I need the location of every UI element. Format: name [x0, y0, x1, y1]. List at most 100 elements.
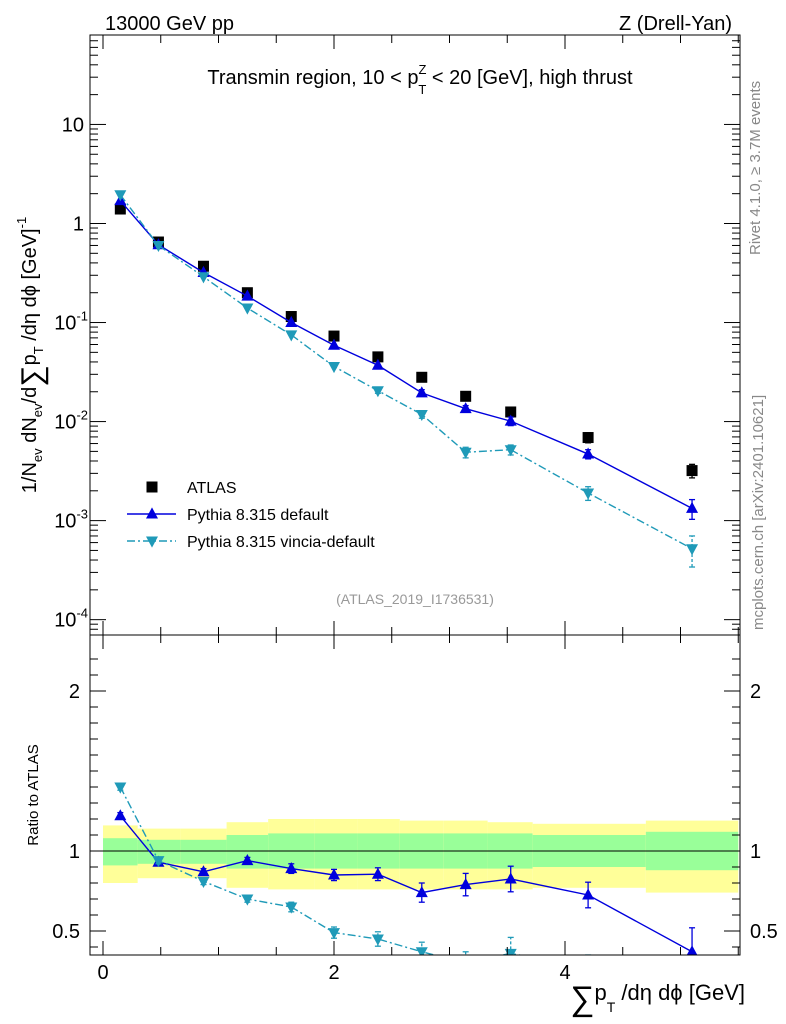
xlabel-sub-t: T: [607, 999, 616, 1015]
main-point-default: [371, 358, 384, 370]
main-point-vincia: [371, 386, 384, 398]
ratio-point-vincia: [328, 928, 340, 940]
tick-exponent: -4: [76, 606, 88, 621]
main-point-vincia: [582, 488, 595, 500]
ratio-line-vincia: [119, 786, 524, 955]
main-point-vincia: [197, 272, 210, 284]
main-point-vincia: [504, 445, 517, 457]
main-point-atlas: [114, 203, 126, 215]
main-point-default: [582, 447, 595, 459]
ratio-panel-axes: 0.5 0.5 1 1 2 2 0 2 4: [52, 635, 778, 984]
ratio-point-default: [197, 865, 210, 877]
tick-base: 10: [54, 313, 76, 335]
legend: ATLAS Pythia 8.315 default Pythia 8.315 vi…: [127, 480, 375, 551]
main-point-default: [459, 402, 472, 414]
header-right: Z (Drell-Yan): [619, 13, 732, 35]
tick-exponent: -3: [76, 507, 88, 522]
main-point-default: [686, 501, 699, 513]
title-subscript: T: [418, 82, 426, 97]
main-point-default: [285, 315, 298, 328]
main-point-vincia: [686, 544, 699, 556]
main-panel-data: [114, 190, 699, 568]
main-y-tick-label: 10-2: [54, 408, 88, 434]
rivet-label: Rivet 4.1.0, ≥ 3.7M events: [747, 81, 764, 255]
ratio-point-vincia: [152, 856, 165, 868]
analysis-watermark: (ATLAS_2019_I1736531): [336, 591, 494, 607]
ratio-point-default: [459, 878, 472, 890]
ratio-y-tick-label: 2: [69, 681, 80, 703]
main-y-axis-label: 1/Nev dNev/d∑pT /dη dϕ [GeV]-1: [14, 217, 49, 493]
ylabel-sub-b: ev: [30, 403, 45, 417]
tick-exponent: -1: [76, 309, 88, 324]
ratio-y-tick-label: 0.5: [52, 921, 80, 943]
ylabel-part-b: dN: [19, 417, 41, 448]
ratio-y-tick-label-right: 0.5: [750, 921, 778, 943]
x-tick-label: 0: [97, 962, 108, 984]
ratio-y-axis-label: Ratio to ATLAS: [25, 744, 42, 845]
main-point-vincia: [114, 190, 127, 202]
x-tick-label: 2: [328, 962, 339, 984]
tick-exponent: -2: [76, 408, 88, 423]
tick-base: 10: [54, 412, 76, 434]
main-point-vincia: [328, 361, 340, 374]
xlabel-rest: /dη dϕ [GeV]: [615, 980, 745, 1005]
ratio-uncertainty-bands: [90, 819, 740, 893]
main-point-default: [328, 338, 340, 350]
ratio-point-vincia: [582, 963, 594, 974]
ylabel-part-d: p: [19, 354, 41, 365]
header-left: 13000 GeV pp: [105, 13, 234, 35]
main-y-tick-label: 10-3: [54, 507, 88, 533]
ratio-panel-data: [114, 782, 698, 974]
ylabel-sub-a: ev: [30, 448, 45, 462]
main-point-vincia: [241, 303, 254, 315]
plot-title: Transmin region, 10 < pZ T < 20 [GeV], hi…: [207, 62, 633, 97]
main-point-vincia: [415, 409, 428, 422]
ylabel-part-c: /d: [19, 387, 41, 404]
ratio-point-vincia: [114, 782, 127, 794]
main-point-default: [415, 386, 428, 398]
ratio-point-default: [371, 867, 384, 879]
ratio-point-default: [415, 886, 428, 898]
main-point-default: [241, 289, 254, 301]
main-y-tick-label: 10: [62, 114, 84, 136]
main-point-atlas: [372, 351, 384, 363]
ratio-point-vincia: [371, 934, 384, 946]
ratio-point-default: [285, 862, 298, 874]
main-point-atlas: [328, 330, 340, 342]
ylabel-sub-d: T: [31, 346, 46, 354]
main-line-default: [119, 200, 693, 509]
ratio-point-default: [114, 809, 127, 821]
title-superscript: Z: [418, 62, 426, 77]
ratio-point-vincia: [285, 902, 298, 914]
ratio-point-vincia: [197, 876, 210, 888]
ratio-band-inner: [180, 839, 227, 864]
ratio-point-default: [328, 868, 340, 880]
main-point-vincia: [285, 330, 298, 342]
main-point-vincia: [459, 447, 472, 459]
ratio-point-vincia: [415, 947, 428, 955]
legend-marker-vincia: [146, 536, 158, 548]
ratio-band-inner: [103, 838, 138, 866]
ratio-y-tick-label-right: 1: [750, 841, 761, 863]
ylabel-sup-e: -1: [14, 217, 29, 229]
legend-label-default: Pythia 8.315 default: [187, 507, 329, 524]
ratio-point-vincia: [241, 894, 254, 906]
main-point-atlas: [460, 390, 472, 402]
legend-label-vincia: Pythia 8.315 vincia-default: [187, 534, 375, 551]
main-y-tick-label: 10-1: [54, 309, 88, 335]
ratio-panel-frame: [89, 634, 741, 956]
xlabel-sum-sign: ∑: [570, 980, 594, 1018]
ratio-point-default: [504, 872, 517, 884]
ratio-point-vincia: [460, 959, 472, 970]
title-tail-text: < 20 [GeV], high thrust: [426, 67, 633, 89]
legend-label-atlas: ATLAS: [187, 480, 237, 497]
tick-base: 10: [54, 511, 76, 533]
ratio-line-default: [119, 815, 693, 953]
ratio-y-tick-label: 1: [69, 841, 80, 863]
x-tick-label: 4: [559, 962, 570, 984]
main-point-atlas: [416, 371, 428, 383]
main-y-tick-label: 10-4: [54, 606, 88, 632]
ratio-point-default: [582, 888, 595, 900]
legend-marker-default: [146, 507, 158, 519]
